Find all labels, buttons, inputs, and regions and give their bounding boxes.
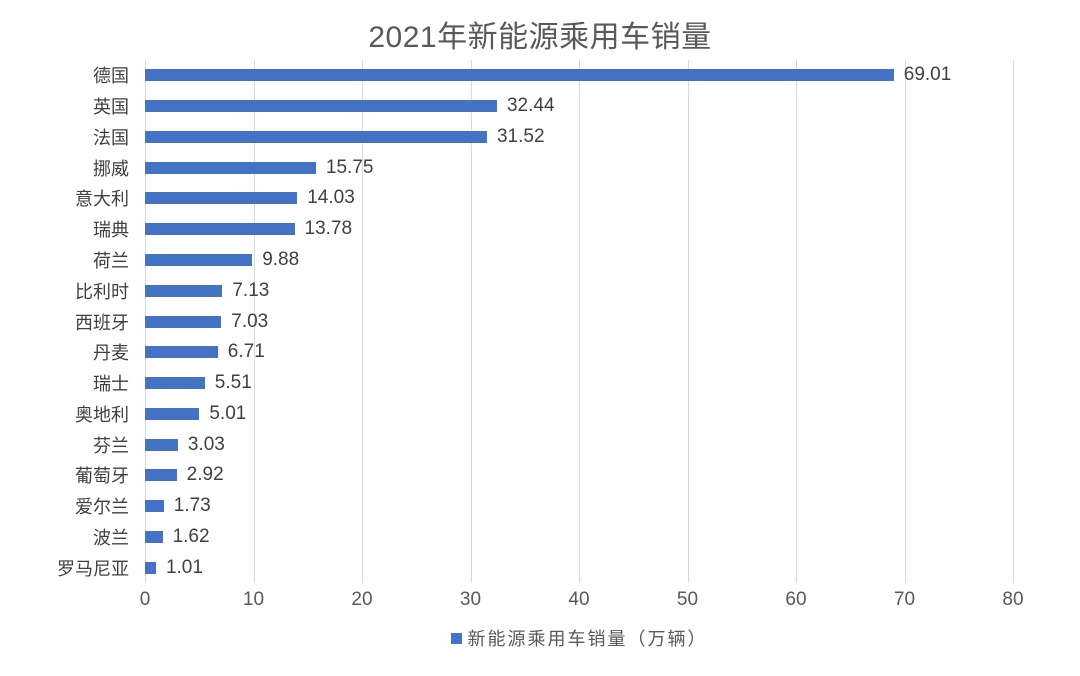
value-label: 3.03 [187, 433, 225, 455]
bar-row: 爱尔兰 1.73 [75, 491, 1013, 522]
bar [145, 223, 295, 236]
gridline [687, 60, 689, 583]
bar [145, 377, 205, 390]
category-label: 意大利 [75, 189, 129, 210]
value-label: 14.03 [307, 187, 355, 209]
x-tick-label: 60 [785, 589, 807, 610]
x-tick-label: 10 [242, 589, 265, 610]
category-label: 西班牙 [75, 312, 129, 333]
bar-row: 意大利 14.03 [75, 183, 1013, 214]
bar [145, 530, 163, 543]
value-label: 1.62 [172, 525, 210, 547]
x-tick-label: 20 [351, 589, 373, 610]
x-axis: 0 10 20 30 40 50 60 70 80 [140, 589, 1024, 611]
bar [145, 253, 253, 266]
category-label: 瑞士 [93, 374, 129, 395]
x-tick-label: 50 [676, 589, 699, 610]
bar [145, 69, 894, 82]
bar [145, 407, 200, 420]
category-label: 罗马尼亚 [57, 558, 129, 579]
bar [145, 192, 298, 205]
value-label: 5.51 [214, 372, 252, 394]
x-tick-label: 80 [1002, 589, 1024, 610]
bar [145, 100, 497, 113]
category-label: 奥地利 [75, 404, 129, 425]
category-label: 波兰 [93, 527, 129, 548]
gridline [362, 60, 363, 583]
category-label: 丹麦 [93, 343, 129, 364]
legend-label: 新能源乘用车销量（万辆） [467, 629, 708, 649]
value-label: 13.78 [304, 218, 353, 240]
value-label: 1.73 [173, 495, 211, 517]
category-label: 瑞典 [93, 220, 129, 241]
value-label: 1.01 [165, 556, 203, 578]
category-label: 德国 [93, 66, 129, 87]
bar-row: 挪威 15.75 [93, 152, 1013, 183]
category-label: 挪威 [93, 158, 129, 179]
gridline [796, 60, 797, 583]
value-label: 31.52 [496, 125, 545, 147]
bar-row: 罗马尼亚 1.01 [57, 552, 1013, 583]
value-label: 15.75 [325, 156, 374, 178]
bar [145, 315, 222, 328]
category-label: 比利时 [75, 281, 129, 302]
bar-row: 波兰 1.62 [93, 521, 1013, 552]
value-label: 6.71 [227, 341, 265, 363]
bar-row: 奥地利 5.01 [75, 398, 1013, 429]
value-label: 7.13 [232, 279, 270, 301]
value-label: 5.01 [209, 402, 247, 424]
category-label: 英国 [93, 97, 129, 118]
x-tick-label: 30 [459, 589, 482, 610]
x-tick-label: 0 [139, 589, 151, 610]
category-label: 葡萄牙 [75, 466, 129, 487]
bar-row: 西班牙 7.03 [75, 306, 1013, 337]
category-label: 法国 [93, 127, 129, 148]
bar-row: 瑞典 13.78 [93, 214, 1013, 245]
bar-row: 瑞士 5.51 [93, 368, 1013, 399]
bar-row: 德国 69.01 [93, 60, 1013, 91]
x-tick-label: 40 [568, 589, 590, 610]
chart-title: 2021年新能源乘用车销量 [368, 21, 712, 54]
legend-marker-square-icon [450, 632, 462, 644]
bar [145, 284, 223, 297]
legend: 新能源乘用车销量（万辆） [145, 625, 1013, 651]
gridline [579, 60, 580, 583]
value-label: 2.92 [186, 464, 224, 486]
bar [145, 161, 316, 174]
bar-row: 葡萄牙 2.92 [75, 460, 1013, 491]
gridline [470, 60, 472, 583]
value-label: 69.01 [903, 64, 952, 86]
bar-row: 比利时 7.13 [75, 275, 1013, 306]
category-label: 芬兰 [93, 435, 129, 456]
bar-row: 芬兰 3.03 [93, 429, 1013, 460]
bar-rows: 德国 69.01 英国 32.44 法国 31.52 挪威 15.75 意大利 14.03 瑞典 13… [57, 60, 1013, 583]
bar [145, 130, 487, 143]
x-tick-label: 70 [893, 589, 916, 610]
value-label: 7.03 [231, 310, 269, 332]
gridline [904, 60, 906, 583]
bar-row: 法国 31.52 [93, 122, 1013, 153]
category-label: 荷兰 [93, 250, 129, 271]
bar-row: 丹麦 6.71 [93, 337, 1013, 368]
bar [145, 469, 177, 482]
bar-row: 英国 32.44 [93, 91, 1013, 122]
bar [145, 500, 164, 513]
bar [145, 346, 218, 359]
bar [145, 561, 156, 574]
gridline [253, 60, 255, 583]
bar-row: 荷兰 9.88 [93, 245, 1013, 276]
category-label: 爱尔兰 [75, 497, 129, 518]
value-label: 9.88 [262, 248, 300, 270]
value-label: 32.44 [506, 95, 555, 117]
gridline [1013, 60, 1014, 583]
plot-area: 德国 69.01 英国 32.44 法国 31.52 挪威 15.75 意大利 14.03 瑞典 13… [57, 60, 1014, 583]
bar [145, 438, 178, 451]
